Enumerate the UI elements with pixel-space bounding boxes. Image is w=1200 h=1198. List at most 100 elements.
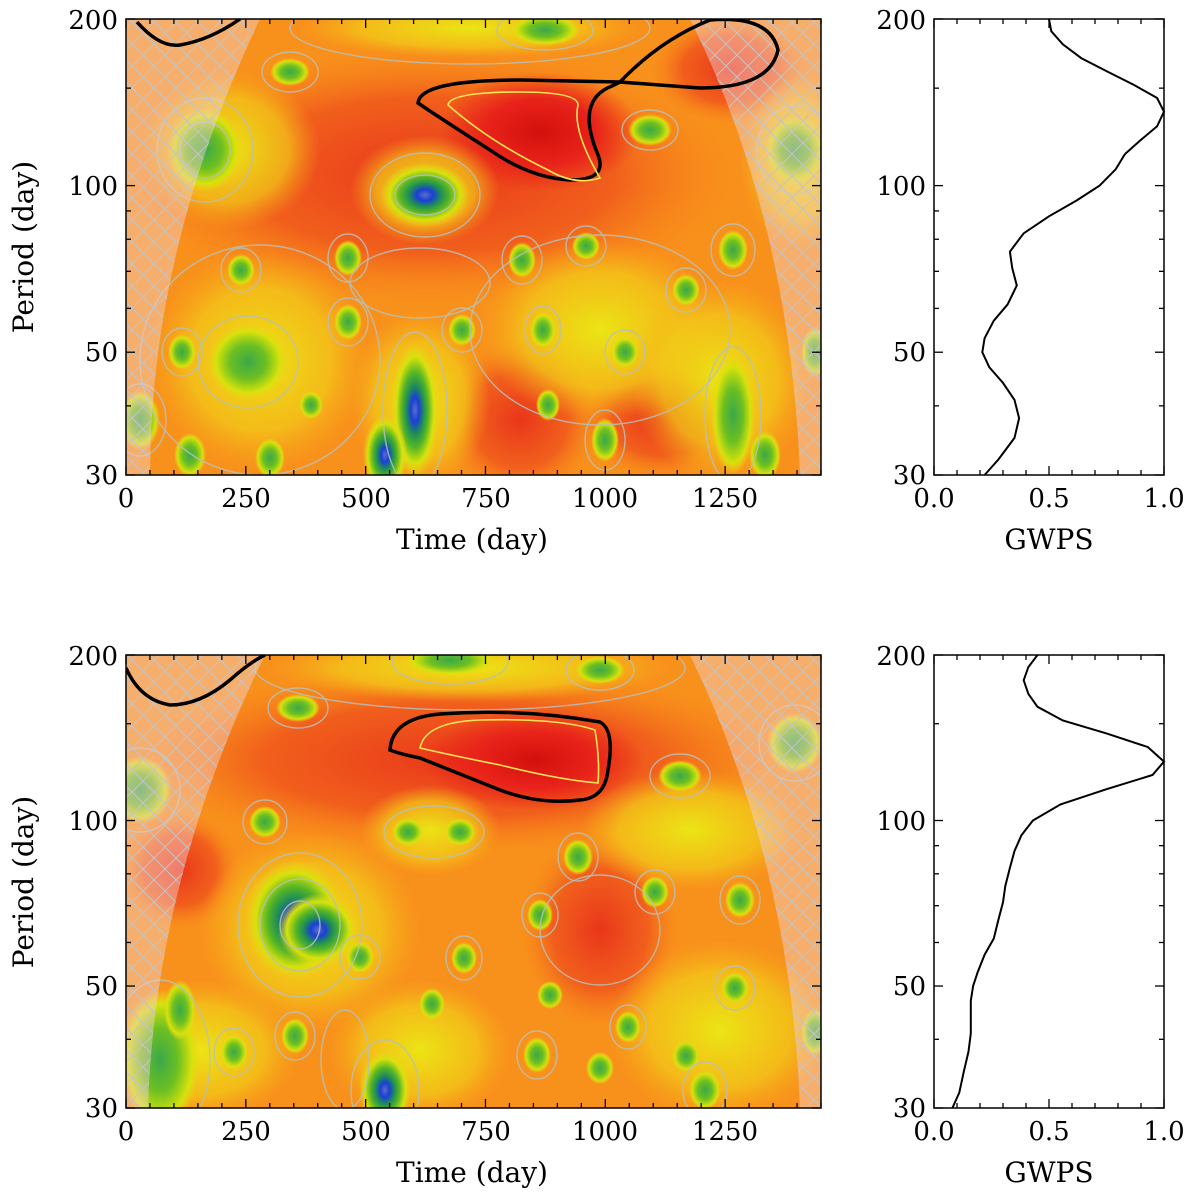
power-contour (565, 655, 635, 691)
low-power-blob (174, 433, 206, 475)
power-contour (161, 327, 203, 377)
power-contour (719, 875, 761, 925)
inner-significance-contour (447, 91, 602, 182)
axes-frame-gwps-top (933, 18, 1165, 476)
ytick-label: 30 (893, 1094, 926, 1124)
gwps-axis-ticks-top (933, 18, 1165, 476)
axes-frame-top (125, 18, 822, 476)
low-power-blob (448, 314, 476, 346)
ytick-label: 100 (68, 807, 118, 837)
power-contour (682, 1061, 728, 1108)
significance-contour (135, 19, 242, 48)
xtick-label: 250 (221, 484, 271, 514)
low-power-blob (208, 324, 288, 400)
ytick-label: 30 (893, 461, 926, 491)
power-contour (261, 51, 319, 93)
low-power-blob (405, 655, 495, 676)
low-power-blob (359, 1050, 411, 1108)
low-power-region (580, 770, 800, 890)
wavelet-panel-top (126, 19, 821, 475)
axes-frame-gwps-bottom (933, 654, 1165, 1109)
low-power-region (360, 785, 500, 875)
xtick-label: 750 (461, 484, 511, 514)
gwps-line (951, 654, 1166, 1109)
xtick-label: 0 (118, 1117, 135, 1147)
power-contour (714, 965, 756, 1011)
ytick-label: 50 (85, 972, 118, 1002)
power-contour (213, 1027, 255, 1077)
low-power-blob (530, 312, 556, 348)
low-power-blob (164, 980, 196, 1040)
low-power-blob (711, 355, 755, 475)
low-power-blob (220, 1034, 248, 1070)
low-power-blob (575, 656, 625, 684)
xtick-label: 0.5 (1028, 1117, 1069, 1147)
wavelet-panel-bottom (126, 655, 821, 1108)
ytick-label: 200 (68, 6, 118, 36)
power-contour (350, 1039, 420, 1108)
low-power-blob (299, 391, 323, 419)
low-power-blob (718, 230, 748, 270)
ytick-label: 200 (68, 642, 118, 672)
low-power-blob (380, 163, 470, 227)
low-power-region (270, 655, 670, 702)
power-contour (496, 19, 594, 51)
low-power-blob (658, 760, 702, 792)
xtick-label: 0.5 (1028, 484, 1069, 514)
low-power-blob (346, 941, 374, 973)
ytick-label: 30 (85, 1094, 118, 1124)
xtick-label: 1.0 (1143, 484, 1184, 514)
xtick-label: 750 (461, 1117, 511, 1147)
low-power-blob (510, 19, 580, 46)
low-power-blob (451, 942, 477, 974)
low-power-blob (255, 438, 285, 475)
power-contour (220, 247, 262, 293)
low-power-blob (334, 240, 362, 276)
low-power-blob (725, 882, 755, 918)
ytick-label: 50 (893, 338, 926, 368)
power-contour (609, 1004, 647, 1050)
power-contours (126, 19, 821, 475)
power-contour (604, 329, 646, 375)
low-power-blob (419, 988, 445, 1020)
low-power-blob (281, 1018, 309, 1054)
ytick-label: 50 (85, 338, 118, 368)
low-power-blob (537, 981, 563, 1009)
significance-contour (388, 710, 612, 803)
low-power-blob (527, 899, 553, 931)
low-power-blob (615, 1011, 641, 1043)
power-contour (445, 935, 483, 981)
xtick-label: 0.0 (913, 484, 954, 514)
low-power-blob (611, 336, 639, 368)
low-power-blob (689, 1070, 721, 1108)
low-power-blob (276, 694, 320, 722)
low-power-blob (721, 972, 749, 1004)
gwps-line (981, 18, 1166, 476)
power-contour (339, 934, 381, 980)
ytick-label: 100 (876, 172, 926, 202)
power-contour (382, 331, 448, 475)
power-contour (565, 225, 607, 267)
axis-ticks-top (125, 18, 822, 476)
power-contour (557, 832, 599, 882)
coi-right-hatch (690, 655, 821, 1108)
low-power-blob (536, 389, 560, 421)
low-power-blob (749, 431, 781, 475)
ytick-label: 30 (85, 461, 118, 491)
peak-region (425, 710, 645, 810)
x-axis-label: Time (day) (396, 523, 548, 556)
low-power-blob (270, 58, 310, 86)
power-contour (267, 687, 329, 729)
xtick-label: 0.0 (913, 1117, 954, 1147)
xtick-label: 250 (221, 1117, 271, 1147)
xtick-label: 1250 (692, 1117, 758, 1147)
low-power-blob (563, 839, 593, 875)
power-contour (289, 19, 651, 65)
power-contour (649, 753, 711, 799)
power-contour (516, 1030, 558, 1080)
axis-ticks-bottom (125, 654, 822, 1109)
low-power-blob (591, 418, 619, 462)
y-axis-label: Period (day) (7, 161, 40, 333)
peak-region (440, 72, 640, 192)
xtick-label: 500 (341, 484, 391, 514)
